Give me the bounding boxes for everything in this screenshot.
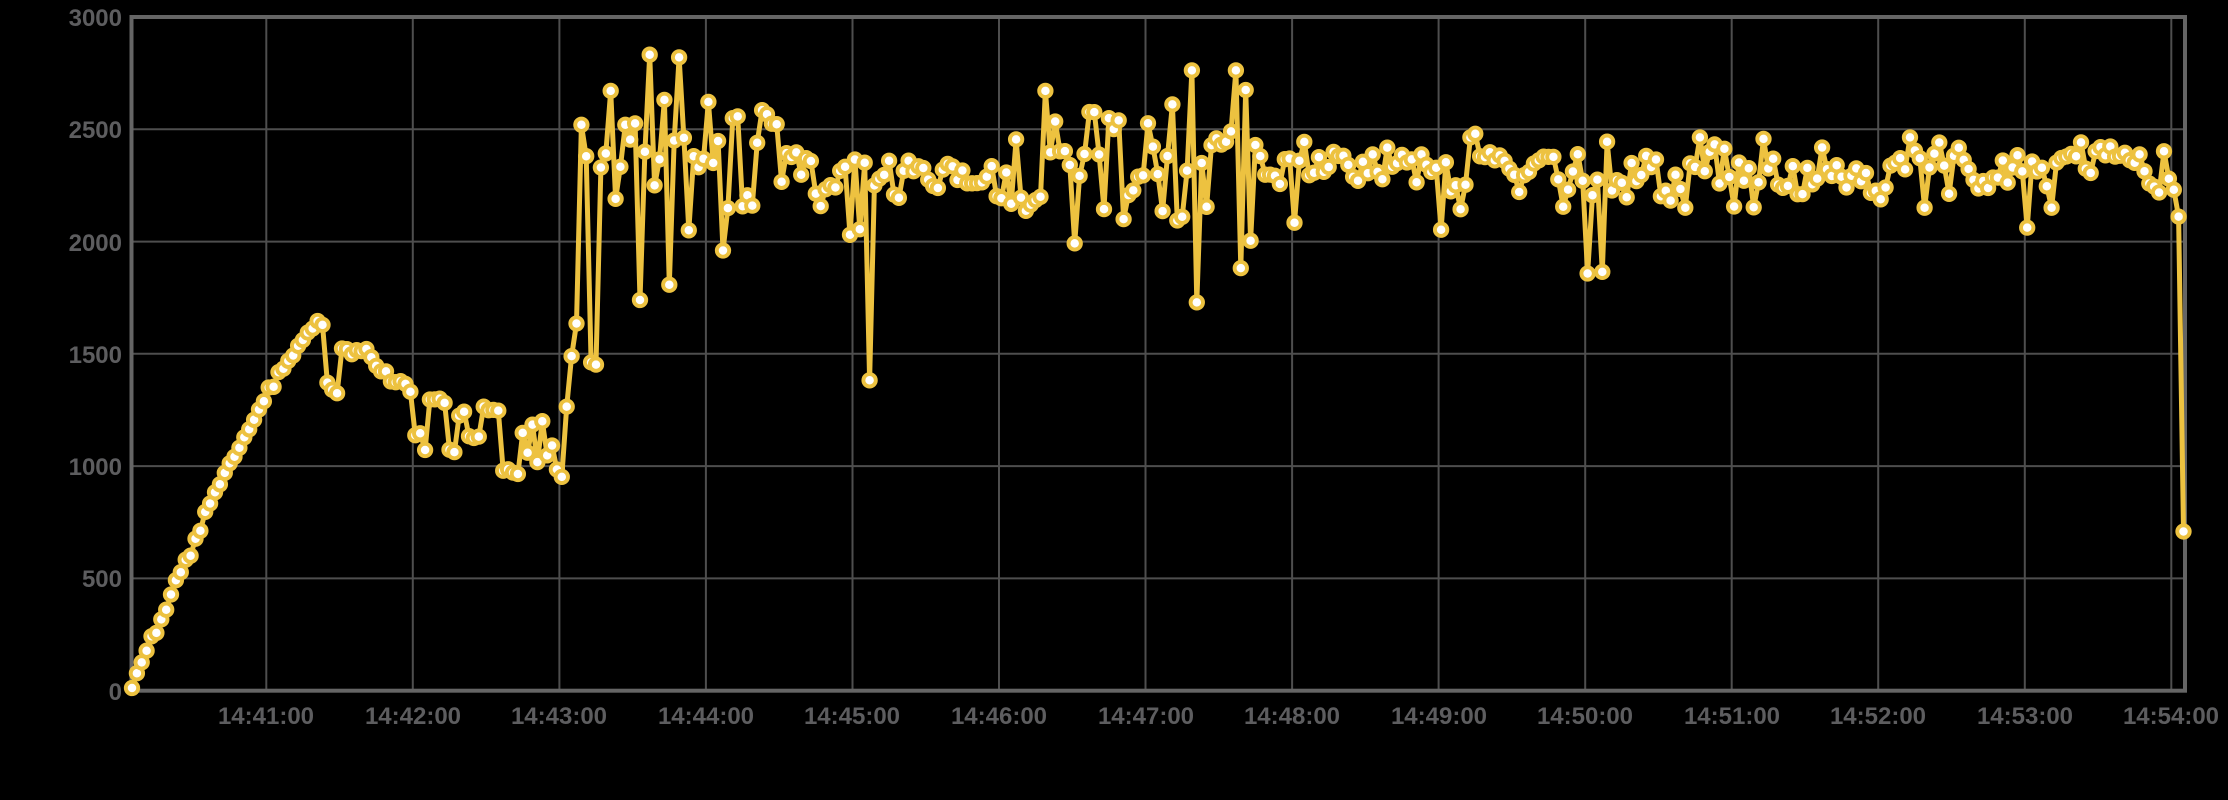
svg-text:14:45:00: 14:45:00 [804,703,900,730]
svg-text:14:51:00: 14:51:00 [1684,703,1780,730]
svg-text:500: 500 [82,566,122,593]
svg-text:14:52:00: 14:52:00 [1830,703,1926,730]
svg-text:14:53:00: 14:53:00 [1977,703,2073,730]
svg-text:14:42:00: 14:42:00 [365,703,461,730]
svg-text:14:46:00: 14:46:00 [951,703,1047,730]
svg-text:2000: 2000 [69,230,122,257]
svg-text:3000: 3000 [69,5,122,32]
svg-text:14:50:00: 14:50:00 [1537,703,1633,730]
svg-text:14:48:00: 14:48:00 [1244,703,1340,730]
svg-text:14:49:00: 14:49:00 [1391,703,1487,730]
svg-text:14:44:00: 14:44:00 [658,703,754,730]
svg-text:0: 0 [109,679,122,706]
svg-text:14:54:00: 14:54:00 [2123,703,2219,730]
svg-text:2500: 2500 [69,117,122,144]
svg-text:14:47:00: 14:47:00 [1098,703,1194,730]
svg-text:1500: 1500 [69,342,122,369]
svg-text:14:41:00: 14:41:00 [218,703,314,730]
svg-text:14:43:00: 14:43:00 [511,703,607,730]
svg-text:1000: 1000 [69,454,122,481]
